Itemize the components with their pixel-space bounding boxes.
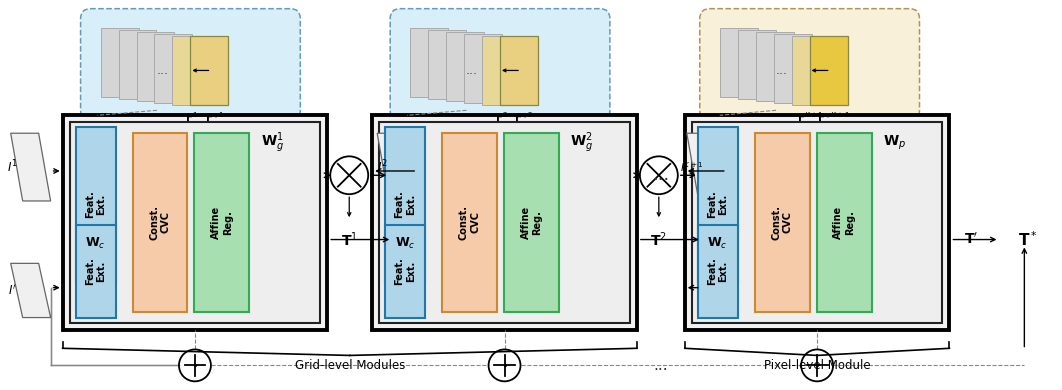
Bar [101, 28, 138, 98]
Bar [482, 35, 520, 105]
Text: ...: ... [652, 166, 669, 184]
Text: Feat.
Ext.: Feat. Ext. [707, 191, 729, 218]
Text: Const.
CVC: Const. CVC [771, 205, 793, 240]
Text: $I^{K+1}$: $I^{K+1}$ [680, 160, 703, 174]
Text: Const.
CVC: Const. CVC [149, 205, 171, 240]
Bar [500, 35, 538, 105]
Text: Feat.
Ext.: Feat. Ext. [394, 257, 416, 285]
Text: ...: ... [775, 64, 788, 77]
Text: $\mathbf{W}_c$: $\mathbf{W}_c$ [395, 236, 415, 252]
Bar [698, 225, 738, 317]
Text: $\mathbf{T}'$: $\mathbf{T}'$ [964, 232, 978, 247]
Bar [791, 35, 829, 105]
Text: $\mathbf{F}'^{,2}$: $\mathbf{F}'^{,2}$ [514, 110, 533, 124]
FancyBboxPatch shape [81, 9, 301, 120]
Bar [75, 127, 116, 282]
Text: Grid-level Modules: Grid-level Modules [294, 359, 405, 372]
Bar [720, 28, 757, 98]
Text: Affine
Reg.: Affine Reg. [520, 206, 543, 239]
Text: ...: ... [466, 64, 478, 77]
Text: Const.
CVC: Const. CVC [459, 205, 480, 240]
Text: $\mathbf{W}_g^1$: $\mathbf{W}_g^1$ [260, 131, 284, 156]
Text: Feat.
Ext.: Feat. Ext. [707, 257, 729, 285]
Bar [755, 133, 809, 312]
Text: $\mathbf{W}_c$: $\mathbf{W}_c$ [85, 236, 106, 252]
Text: $I'$: $I'$ [8, 283, 17, 298]
Text: Affine
Reg.: Affine Reg. [834, 206, 855, 239]
Bar [379, 122, 630, 323]
Text: $\mathbf{W}_g^2$: $\mathbf{W}_g^2$ [570, 131, 594, 156]
Text: $\mathbf{W}_p$: $\mathbf{W}_p$ [883, 134, 906, 152]
Bar [442, 133, 497, 312]
Text: Feat.
Ext.: Feat. Ext. [394, 191, 416, 218]
Bar [372, 115, 637, 330]
Bar [75, 225, 116, 317]
Polygon shape [11, 133, 51, 201]
Bar [774, 34, 811, 103]
Text: $\mathbf{F}^2$: $\mathbf{F}^2$ [495, 110, 508, 124]
Bar [756, 32, 793, 101]
Bar [154, 34, 192, 103]
Text: $\mathbf{T}^2$: $\mathbf{T}^2$ [650, 230, 667, 249]
Bar [172, 35, 210, 105]
Polygon shape [687, 133, 726, 201]
Text: $I^2$: $I^2$ [377, 159, 388, 176]
Bar [685, 115, 949, 330]
Bar [410, 28, 448, 98]
Text: $I^1$: $I^1$ [7, 159, 18, 176]
Text: $\mathbf{F}^{K+1}$: $\mathbf{F}^{K+1}$ [798, 110, 824, 124]
Bar [428, 30, 466, 99]
Bar [70, 122, 321, 323]
Text: ...: ... [156, 64, 169, 77]
Polygon shape [11, 263, 51, 317]
Bar [809, 35, 847, 105]
Text: $\mathbf{W}_c$: $\mathbf{W}_c$ [707, 236, 729, 252]
Text: ...: ... [653, 358, 668, 373]
Bar [738, 30, 775, 99]
Bar [446, 32, 484, 101]
Bar [137, 32, 174, 101]
Text: Pixel-level Module: Pixel-level Module [764, 359, 871, 372]
Bar [63, 115, 327, 330]
FancyBboxPatch shape [700, 9, 920, 120]
FancyBboxPatch shape [390, 9, 610, 120]
Text: $\mathbf{F}'^{,1}$: $\mathbf{F}'^{,1}$ [205, 110, 224, 124]
Text: $\mathbf{T}^*$: $\mathbf{T}^*$ [1017, 230, 1038, 249]
Bar [190, 35, 228, 105]
Bar [386, 127, 425, 282]
Text: Feat.
Ext.: Feat. Ext. [85, 257, 106, 285]
Text: $\mathbf{F}^1$: $\mathbf{F}^1$ [185, 110, 198, 124]
Bar [119, 30, 156, 99]
Bar [691, 122, 942, 323]
Bar [386, 225, 425, 317]
Bar [698, 127, 738, 282]
Bar [133, 133, 188, 312]
Polygon shape [377, 133, 417, 201]
Text: Affine
Reg.: Affine Reg. [211, 206, 233, 239]
Bar [194, 133, 250, 312]
Bar [817, 133, 872, 312]
Bar [464, 34, 502, 103]
Text: $\mathbf{T}^1$: $\mathbf{T}^1$ [341, 230, 358, 249]
Text: $\mathbf{F}'^{,K+1}$: $\mathbf{F}'^{,K+1}$ [817, 110, 850, 124]
Text: Feat.
Ext.: Feat. Ext. [85, 191, 106, 218]
Bar [504, 133, 559, 312]
